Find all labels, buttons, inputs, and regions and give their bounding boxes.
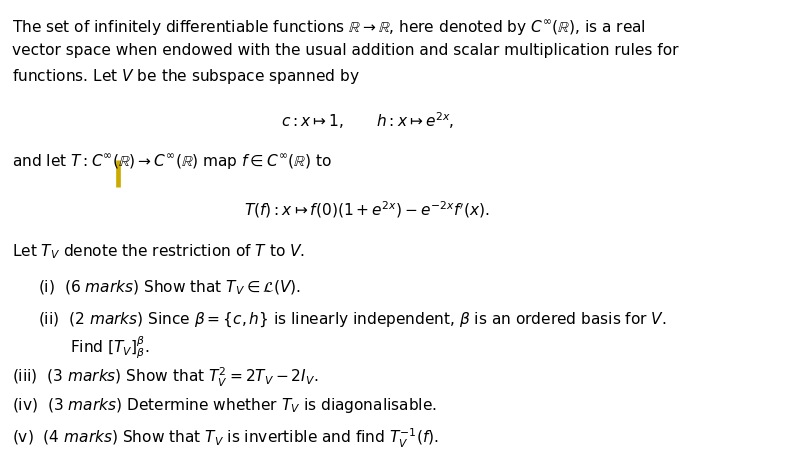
- Text: (v)  $(4\ marks)$ Show that $T_V$ is invertible and find $T_V^{-1}(f)$.: (v) $(4\ marks)$ Show that $T_V$ is inve…: [12, 426, 439, 450]
- Text: vector space when endowed with the usual addition and scalar multiplication rule: vector space when endowed with the usual…: [12, 43, 678, 58]
- Text: Let $T_V$ denote the restriction of $T$ to $V$.: Let $T_V$ denote the restriction of $T$ …: [12, 242, 305, 260]
- Text: (i)  $(6\ marks)$ Show that $T_V \in \mathcal{L}(V)$.: (i) $(6\ marks)$ Show that $T_V \in \mat…: [37, 278, 301, 296]
- Text: (iii)  $(3\ marks)$ Show that $T_V^2 = 2T_V - 2I_V$.: (iii) $(3\ marks)$ Show that $T_V^2 = 2T…: [12, 365, 318, 388]
- Text: Find $[T_V]^{\beta}_{\beta}$.: Find $[T_V]^{\beta}_{\beta}$.: [71, 334, 150, 361]
- Text: (ii)  $(2\ marks)$ Since $\beta = \{c, h\}$ is linearly independent, $\beta$ is : (ii) $(2\ marks)$ Since $\beta = \{c, h\…: [37, 310, 665, 329]
- Text: $c : x \mapsto 1, \qquad h : x \mapsto e^{2x},$: $c : x \mapsto 1, \qquad h : x \mapsto e…: [281, 110, 454, 131]
- Text: The set of infinitely differentiable functions $\mathbb{R} \to \mathbb{R}$, here: The set of infinitely differentiable fun…: [12, 19, 646, 38]
- Text: $T(f) : x \mapsto f(0)(1 + e^{2x}) - e^{-2x} f'(x).$: $T(f) : x \mapsto f(0)(1 + e^{2x}) - e^{…: [244, 200, 489, 220]
- Text: functions. Let $V$ be the subspace spanned by: functions. Let $V$ be the subspace spann…: [12, 67, 359, 86]
- Text: and let $T : C^{\infty}(\mathbb{R}) \to C^{\infty}(\mathbb{R})$ map $f \in C^{\i: and let $T : C^{\infty}(\mathbb{R}) \to …: [12, 153, 331, 172]
- Text: (iv)  $(3\ marks)$ Determine whether $T_V$ is diagonalisable.: (iv) $(3\ marks)$ Determine whether $T_V…: [12, 396, 436, 415]
